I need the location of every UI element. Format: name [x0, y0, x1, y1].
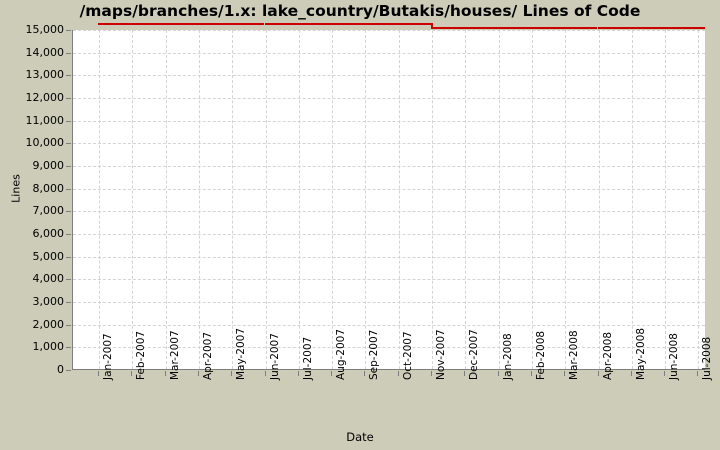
y-axis-tick-label: 7,000 [32, 204, 65, 218]
x-axis-tick-label: Mar-2008 [568, 330, 581, 380]
y-axis-tick-label: 11,000 [25, 113, 65, 127]
x-axis-tick-label: Sep-2007 [368, 329, 381, 380]
y-axis-tick-label: 15,000 [25, 23, 65, 36]
y-axis-tick-label: 2,000 [32, 317, 65, 331]
series-line-segment [464, 26, 498, 29]
y-axis-tick-label: 3,000 [32, 295, 65, 308]
x-axis-tick-label: Jul-2008 [701, 336, 714, 380]
series-line-segment [197, 23, 232, 26]
y-axis-tick-label: 6,000 [32, 227, 65, 240]
y-axis-tick-labels: 0 1,000 2,000 3,000 4,000 5,000 6,000 7,000 8,00… [0, 0, 65, 450]
y-axis-tick-mark [66, 324, 71, 326]
x-axis-tick-mark [164, 371, 166, 376]
x-axis-tick-mark [397, 371, 399, 376]
series-line-segment [164, 23, 198, 26]
y-axis-tick-label: 0 [57, 363, 64, 376]
series-line-segment [264, 23, 298, 26]
x-axis-tick-label: Dec-2007 [468, 329, 481, 380]
series-line-segment [630, 26, 665, 29]
y-axis-tick-mark [66, 302, 71, 303]
chart-title: /maps/branches/1.x: lake_country/Butakis… [79, 2, 641, 20]
y-axis-tick-mark [66, 256, 71, 258]
x-axis-tick-mark [564, 371, 566, 376]
x-axis-tick-mark [364, 371, 366, 376]
x-axis-tick-mark [331, 371, 333, 376]
x-axis-tick-mark [297, 371, 299, 376]
x-axis-tick-mark [597, 371, 599, 376]
x-axis-tick-mark [464, 371, 466, 376]
y-axis-tick-label: 9,000 [32, 159, 65, 172]
series-line-segment [131, 23, 165, 26]
x-axis-tick-label: Jan-2008 [501, 333, 514, 380]
x-axis-tick-label: Feb-2008 [534, 330, 547, 380]
y-axis-tick-label: 1,000 [32, 340, 65, 354]
y-axis-tick-mark [66, 234, 71, 235]
series-layer [73, 30, 705, 369]
y-axis-tick-mark [66, 30, 71, 31]
x-axis-tick-mark [697, 371, 699, 376]
y-axis-tick-label: 13,000 [25, 68, 65, 82]
series-line-segment [98, 23, 132, 26]
y-axis-tick-mark [66, 98, 71, 99]
x-axis-tick-label: Aug-2007 [335, 328, 348, 380]
series-line-step [431, 23, 433, 29]
y-axis-tick-mark [66, 120, 71, 122]
x-axis-tick-mark [664, 371, 666, 376]
x-axis-tick-label: Feb-2007 [135, 330, 148, 380]
series-line-segment-tail [697, 26, 705, 29]
x-axis-tick-label: Mar-2007 [168, 330, 181, 380]
plot-area [72, 30, 705, 370]
series-line-segment [497, 26, 531, 29]
y-axis-tick-mark [66, 370, 71, 371]
series-line-segment [297, 23, 332, 26]
x-axis-tick-label: Oct-2007 [401, 331, 414, 380]
series-line-segment [597, 26, 631, 29]
x-axis-tick-label: May-2008 [634, 327, 647, 380]
x-axis-tick-mark [630, 371, 632, 376]
x-axis-tick-label: May-2007 [235, 327, 248, 380]
y-axis-tick-label: 14,000 [25, 45, 65, 59]
series-line-segment [331, 23, 365, 26]
x-axis-title: Date [346, 430, 374, 444]
series-line-segment [364, 23, 398, 26]
x-axis-tick-label: Jan-2007 [102, 333, 114, 380]
y-axis-title: Lines [9, 174, 23, 203]
y-axis-tick-mark [66, 347, 71, 349]
y-axis-tick-mark [66, 143, 71, 145]
x-axis-tick-label: Jun-2008 [668, 333, 681, 380]
x-axis-tick-mark [530, 371, 532, 376]
y-axis-tick-mark [66, 166, 71, 167]
x-axis-tick-label: Nov-2007 [435, 329, 447, 380]
y-axis-tick-label: 4,000 [32, 272, 65, 286]
y-axis-tick-mark [66, 75, 71, 77]
y-axis-tick-label: 8,000 [32, 181, 65, 195]
x-axis-tick-label: Apr-2008 [601, 331, 614, 380]
series-line-segment [530, 26, 565, 29]
y-axis-tick-label: 12,000 [25, 91, 65, 104]
x-axis-tick-mark [131, 371, 133, 376]
series-line-segment [564, 26, 598, 29]
x-axis-tick-label: Jul-2007 [301, 336, 314, 380]
series-line-segment [431, 26, 465, 29]
y-axis-tick-mark [66, 52, 71, 54]
series-line-segment [664, 26, 698, 29]
y-axis-tick-mark [66, 279, 71, 281]
x-axis-tick-mark [231, 371, 233, 376]
series-line-segment [397, 23, 431, 26]
x-axis-tick-mark [98, 371, 99, 376]
x-axis-tick-label: Jun-2007 [268, 333, 281, 380]
y-axis-tick-label: 10,000 [25, 136, 65, 150]
x-axis-tick-mark [497, 371, 499, 376]
x-axis-tick-mark [197, 371, 199, 376]
x-axis-tick-mark [431, 371, 432, 376]
x-axis-tick-label: Apr-2007 [201, 331, 214, 380]
series-line-segment [231, 23, 265, 26]
x-axis-tick-mark [264, 371, 266, 376]
y-axis-tick-mark [66, 188, 71, 190]
y-axis-tick-label: 5,000 [32, 249, 65, 263]
y-axis-tick-mark [66, 211, 71, 213]
